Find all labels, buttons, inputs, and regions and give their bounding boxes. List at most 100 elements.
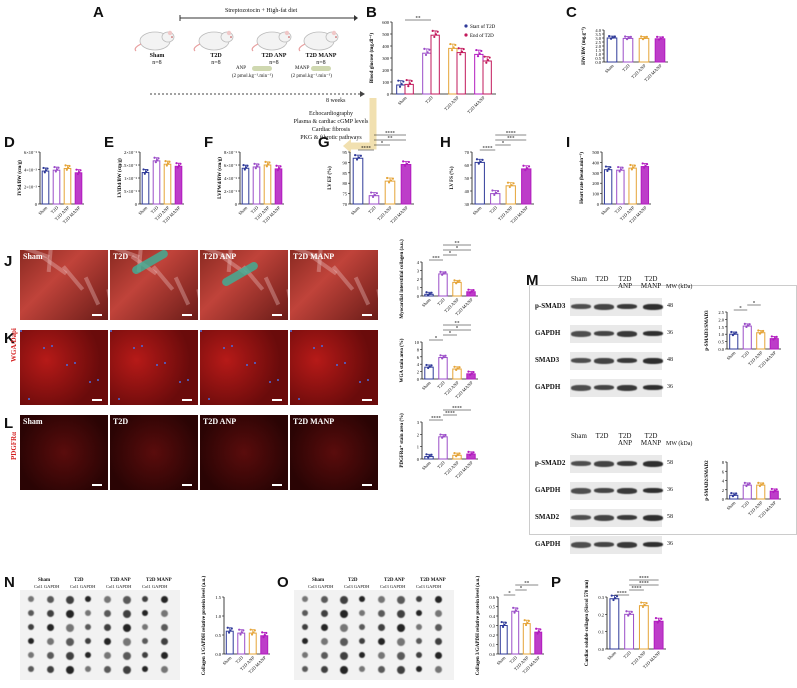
bar xyxy=(41,170,50,205)
dot-spot xyxy=(66,596,74,604)
dot-spot xyxy=(435,638,442,645)
bar-chart-o: 0.0 0.1 0.2 0.3 0.4 0.5 0.6 Collagen 3/GAPDH re… xyxy=(476,575,544,675)
x-tick-label: Sham xyxy=(600,205,611,216)
dot-spot xyxy=(47,652,54,659)
y-tick-label: 85 xyxy=(343,171,348,176)
data-point xyxy=(253,162,256,165)
dot-spot xyxy=(416,666,422,672)
dot-blot-header: T2D MANP xyxy=(420,578,446,583)
significance-marker: * xyxy=(456,247,459,252)
dot-spot xyxy=(28,652,34,658)
dot-spot xyxy=(397,610,405,618)
data-point xyxy=(449,42,452,46)
y-axis-label: HW/BW (mg.g⁻¹) xyxy=(581,27,587,65)
data-point xyxy=(770,487,773,491)
bar xyxy=(430,34,440,95)
data-point xyxy=(504,621,507,624)
data-point xyxy=(428,48,431,51)
data-point xyxy=(460,50,464,53)
bar xyxy=(521,168,532,205)
y-tick-label: 3.0 xyxy=(595,36,601,41)
dot-spot xyxy=(66,638,74,646)
nucleus xyxy=(164,362,166,364)
band xyxy=(571,304,591,309)
data-point xyxy=(453,365,456,368)
micrograph-j: T2D xyxy=(110,250,198,320)
data-point xyxy=(428,454,431,458)
panel-label-n: N xyxy=(4,574,15,591)
y-tick-label: 500 xyxy=(592,150,600,155)
data-point xyxy=(455,455,458,458)
data-point xyxy=(618,170,621,173)
bar xyxy=(482,60,492,95)
bar xyxy=(505,185,516,205)
data-point xyxy=(246,164,249,167)
bar xyxy=(422,52,432,95)
y-tick-label: 2 xyxy=(722,488,724,493)
dose-value: (2 pmol.kg⁻¹.min⁻¹) xyxy=(291,74,332,79)
dot-spot xyxy=(85,638,91,644)
y-tick-label: 0 xyxy=(417,377,420,382)
nucleus xyxy=(321,345,323,347)
y-tick-label: 4 xyxy=(417,260,420,265)
panel-label-o: O xyxy=(277,574,289,591)
blot-strip xyxy=(570,455,663,473)
data-point xyxy=(462,48,465,51)
data-point xyxy=(658,619,661,622)
blot-protein-label: GAPDH xyxy=(535,329,561,337)
dot-spot xyxy=(321,610,328,617)
bar xyxy=(490,193,501,205)
banner-text: Streptozotocin + High-fat diet xyxy=(225,8,298,14)
x-tick-label: Sham xyxy=(350,205,361,216)
data-point xyxy=(536,632,539,635)
data-point xyxy=(408,82,412,85)
bar xyxy=(248,632,257,655)
fiber xyxy=(286,288,288,320)
rat-icon xyxy=(193,30,234,52)
y-tick-label: 0 xyxy=(417,294,420,299)
y-tick-label: 4×10⁻³ xyxy=(24,167,38,172)
x-tick-label: T2D xyxy=(436,460,446,470)
data-point xyxy=(643,603,646,607)
band xyxy=(643,331,663,336)
data-point xyxy=(758,332,762,335)
nucleus xyxy=(110,330,112,332)
lane-header: T2D ANP xyxy=(617,275,632,290)
nucleus xyxy=(74,362,76,364)
data-point xyxy=(501,625,505,628)
bar xyxy=(628,167,637,205)
group-name: Sham xyxy=(149,53,165,59)
bar-chart-c: 0.00.51.01.52.02.53.03.54.0 HW/BW (mg.g⁻¹… xyxy=(581,27,668,83)
data-point xyxy=(760,331,763,334)
dot-spot xyxy=(416,652,422,658)
data-point xyxy=(746,324,750,327)
bar-chart-j: 0 1 2 3 4 Myocardial interstitial collagen (a… xyxy=(400,239,478,319)
x-tick-label: T2D ANP xyxy=(443,95,460,112)
micrograph-label: T2D xyxy=(113,252,129,261)
x-tick-label: Sham xyxy=(496,655,507,666)
bar xyxy=(438,436,448,460)
panel-label-p: P xyxy=(551,574,562,591)
data-point xyxy=(167,162,170,165)
data-point xyxy=(373,193,377,197)
data-point xyxy=(264,160,267,163)
nucleus xyxy=(179,381,181,383)
y-tick-label: 10 xyxy=(415,340,420,345)
y-tick-label: 4×10⁻³ xyxy=(224,176,238,181)
nucleus xyxy=(200,330,202,332)
significance-marker: **** xyxy=(431,417,442,422)
data-point xyxy=(615,595,619,598)
data-point xyxy=(442,435,445,438)
dot-spot xyxy=(321,624,328,631)
dot-spot xyxy=(359,638,365,644)
data-point xyxy=(43,171,46,174)
data-point xyxy=(620,168,623,171)
y-tick-label: 600 xyxy=(382,20,390,25)
data-point xyxy=(613,35,616,38)
data-point xyxy=(629,163,632,167)
bar xyxy=(452,281,462,297)
bar xyxy=(424,366,434,380)
data-point xyxy=(475,158,479,161)
y-tick-label: 2 xyxy=(417,277,419,282)
data-point xyxy=(424,53,428,57)
